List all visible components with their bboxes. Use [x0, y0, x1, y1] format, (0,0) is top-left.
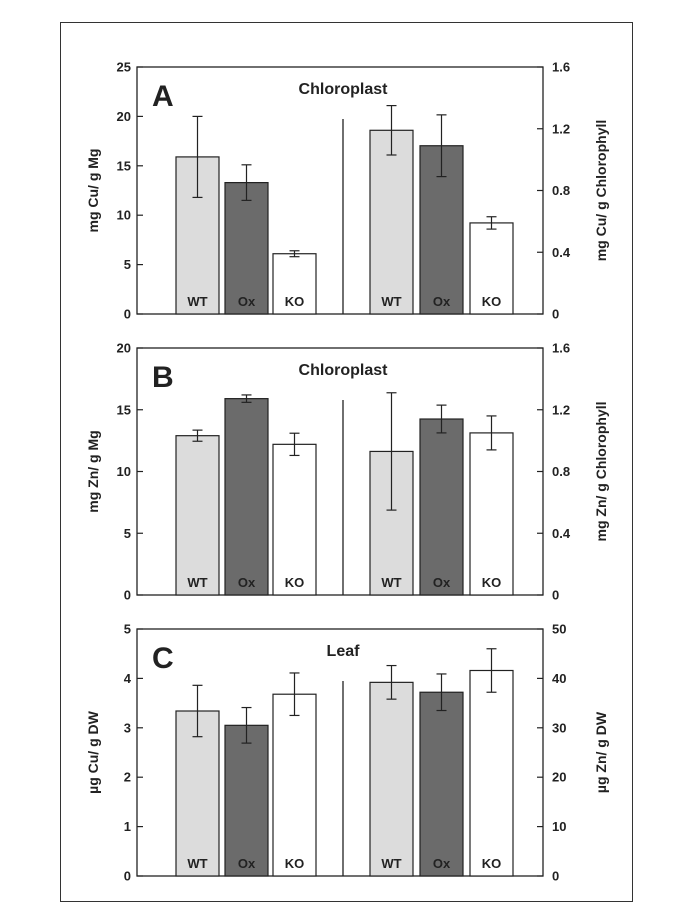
- y-axis-label-right: mg Cu/ g Chlorophyll: [593, 120, 609, 262]
- bar-label: WT: [187, 294, 207, 309]
- right-tick-label: 1.2: [552, 121, 570, 136]
- bar-ox: [224, 398, 269, 596]
- bar-label: Ox: [433, 575, 451, 590]
- left-tick-label: 20: [117, 109, 131, 124]
- bar-label: KO: [285, 294, 305, 309]
- plot-area: [136, 628, 544, 877]
- bar-wt: [369, 129, 414, 315]
- bar-label: Ox: [433, 294, 451, 309]
- right-tick-label: 0: [552, 307, 559, 322]
- bar-label: Ox: [238, 294, 256, 309]
- bar-label: WT: [187, 575, 207, 590]
- bar-ko: [272, 253, 317, 315]
- bar-ko: [469, 432, 514, 596]
- left-tick-label: 10: [117, 464, 131, 479]
- left-tick-label: 20: [117, 341, 131, 356]
- bar-ko: [469, 222, 514, 315]
- bar-ko: [272, 693, 317, 877]
- bar-wt: [369, 681, 414, 877]
- bar-label: WT: [187, 856, 207, 871]
- panel-title: Chloroplast: [299, 362, 389, 379]
- y-axis-label-right: mg Zn/ g Chlorophyll: [593, 402, 609, 542]
- panel-title: Chloroplast: [299, 81, 389, 98]
- bar-label: KO: [285, 575, 305, 590]
- right-tick-label: 40: [552, 671, 566, 686]
- panel-title: Leaf: [327, 643, 361, 660]
- right-tick-label: 10: [552, 819, 566, 834]
- left-tick-label: 15: [117, 158, 131, 173]
- left-tick-label: 1: [124, 819, 131, 834]
- right-tick-label: 20: [552, 770, 566, 785]
- bar-wt: [175, 710, 220, 877]
- bar-label: KO: [285, 856, 305, 871]
- left-tick-label: 15: [117, 402, 131, 417]
- right-tick-label: 0.4: [552, 526, 571, 541]
- bar-label: Ox: [433, 856, 451, 871]
- left-tick-label: 2: [124, 770, 131, 785]
- panel-b: 0 5 10 15 20 0 0.4 0.8 1.2 1.6 mg Zn/ g Mg mg Zn/ g…: [85, 341, 609, 603]
- bar-label: WT: [381, 294, 401, 309]
- figure-frame: [60, 22, 633, 902]
- right-tick-label: 0.4: [552, 245, 571, 260]
- left-tick-label: 3: [124, 720, 131, 735]
- bar-label: WT: [381, 575, 401, 590]
- left-tick-label: 5: [124, 622, 131, 637]
- right-tick-label: 1.2: [552, 402, 570, 417]
- bar-label: KO: [482, 294, 502, 309]
- y-axis-label-right: µg Zn/ g DW: [593, 711, 609, 793]
- bar-ox: [224, 724, 269, 877]
- left-tick-label: 5: [124, 526, 131, 541]
- bar-label: Ox: [238, 575, 256, 590]
- panel-letter: C: [152, 642, 174, 675]
- bar-label: KO: [482, 856, 502, 871]
- y-axis-label-left: µg Cu/ g DW: [85, 710, 101, 794]
- bar-ox: [419, 418, 464, 596]
- bar-ox: [419, 691, 464, 877]
- left-tick-label: 10: [117, 208, 131, 223]
- right-tick-label: 0.8: [552, 464, 570, 479]
- bar-wt: [175, 435, 220, 596]
- left-tick-label: 0: [124, 869, 131, 884]
- y-axis-label-left: mg Cu/ g Mg: [85, 149, 101, 233]
- left-tick-label: 4: [124, 671, 132, 686]
- right-tick-label: 1.6: [552, 60, 570, 75]
- right-tick-label: 0.8: [552, 183, 570, 198]
- left-tick-label: 25: [117, 60, 131, 75]
- right-tick-label: 50: [552, 622, 566, 637]
- panel-a: 0 5 10 15 20 25 0 0.4 0.8 1.2 1.6 mg Cu/ g Mg mg Cu/…: [85, 60, 609, 322]
- y-axis-label-left: mg Zn/ g Mg: [85, 430, 101, 512]
- right-tick-label: 1.6: [552, 341, 570, 356]
- bar-label: Ox: [238, 856, 256, 871]
- left-tick-label: 0: [124, 307, 131, 322]
- bar-label: KO: [482, 575, 502, 590]
- bar-label: WT: [381, 856, 401, 871]
- bar-ko: [469, 669, 514, 877]
- panel-letter: A: [152, 80, 174, 113]
- bar-ko: [272, 443, 317, 596]
- right-tick-label: 30: [552, 720, 566, 735]
- left-tick-label: 0: [124, 588, 131, 603]
- right-tick-label: 0: [552, 869, 559, 884]
- left-tick-label: 5: [124, 257, 131, 272]
- panel-letter: B: [152, 361, 174, 394]
- right-tick-label: 0: [552, 588, 559, 603]
